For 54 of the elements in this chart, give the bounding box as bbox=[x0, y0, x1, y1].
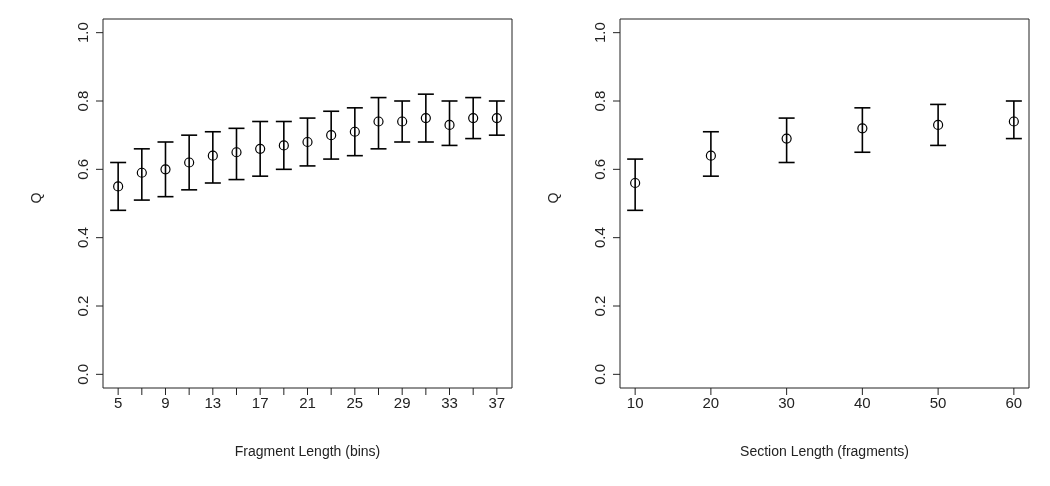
point bbox=[705, 150, 716, 161]
point bbox=[207, 150, 218, 161]
x-tick-label: 40 bbox=[854, 393, 871, 411]
x-tick-label: 37 bbox=[488, 393, 506, 411]
x-tick-label: 29 bbox=[393, 393, 411, 411]
x-tick-label: 13 bbox=[204, 393, 222, 411]
x-tick-label: 20 bbox=[702, 393, 720, 411]
x-axis-title: Fragment Length (bins) bbox=[234, 443, 381, 459]
point bbox=[184, 157, 195, 168]
point bbox=[373, 116, 384, 127]
y-tick-label: 1.0 bbox=[591, 22, 608, 44]
point bbox=[630, 177, 641, 189]
x-tick-label: 60 bbox=[1005, 393, 1023, 411]
x-tick-label: 33 bbox=[441, 393, 458, 411]
point bbox=[397, 116, 408, 127]
x-tick-label: 9 bbox=[161, 393, 170, 411]
point bbox=[781, 133, 792, 144]
y-tick-label: 0.6 bbox=[74, 158, 91, 180]
y-tick-label: 0.2 bbox=[591, 295, 608, 317]
y-axis-title: Q bbox=[27, 192, 44, 204]
y-tick-label: 0.4 bbox=[591, 227, 608, 249]
x-axis-title: Section Length (fragments) bbox=[740, 443, 909, 459]
point bbox=[136, 167, 147, 178]
y-tick-label: 0.0 bbox=[591, 363, 608, 385]
x-tick-label: 5 bbox=[113, 393, 123, 411]
y-tick-label: 1.0 bbox=[74, 22, 91, 44]
x-tick-label: 50 bbox=[929, 393, 947, 411]
point bbox=[113, 181, 124, 192]
point bbox=[857, 123, 868, 134]
y-tick-label: 0.0 bbox=[74, 363, 91, 385]
point bbox=[491, 112, 502, 124]
y-axis-title: Q bbox=[544, 192, 561, 204]
point bbox=[420, 112, 431, 124]
x-tick-label: 30 bbox=[778, 393, 795, 411]
point bbox=[231, 147, 242, 158]
x-tick-label: 25 bbox=[346, 393, 364, 411]
point bbox=[326, 130, 337, 141]
y-tick-label: 0.4 bbox=[74, 227, 91, 249]
point bbox=[255, 143, 266, 154]
point bbox=[933, 119, 944, 131]
y-tick-label: 0.8 bbox=[591, 90, 608, 112]
point bbox=[444, 119, 455, 131]
point bbox=[160, 164, 171, 175]
y-tick-label: 0.8 bbox=[74, 90, 91, 112]
point bbox=[1008, 116, 1019, 127]
point bbox=[278, 140, 289, 151]
point bbox=[349, 126, 360, 137]
x-tick-label: 21 bbox=[299, 393, 316, 411]
x-tick-label: 17 bbox=[251, 393, 269, 411]
point bbox=[302, 136, 313, 148]
point bbox=[468, 112, 479, 124]
y-tick-label: 0.2 bbox=[74, 295, 91, 317]
x-tick-label: 10 bbox=[626, 393, 644, 411]
y-tick-label: 0.6 bbox=[591, 158, 608, 180]
